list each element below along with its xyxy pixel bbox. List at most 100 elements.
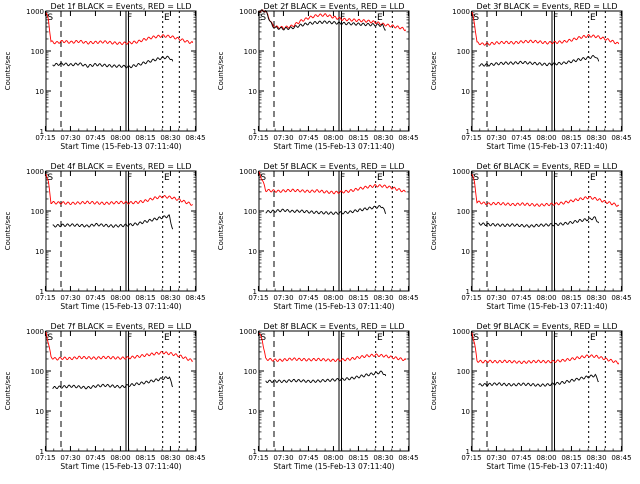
- x-tick-label: 07:30: [60, 294, 80, 302]
- x-tick-label: 08:45: [185, 134, 205, 142]
- x-tick-label: 07:45: [511, 294, 531, 302]
- marker-f-label: F: [553, 173, 558, 183]
- marker-e-label: E: [377, 13, 383, 23]
- y-tick-label: 1000: [26, 8, 44, 16]
- y-axis-label: Counts/sec: [430, 52, 438, 91]
- plot-frame: [45, 10, 197, 132]
- y-tick-label: 1000: [452, 8, 470, 16]
- x-tick-label: 07:15: [248, 454, 268, 462]
- chart-title: Det 6f BLACK = Events, RED = LLD: [476, 162, 617, 171]
- marker-s-label: S: [260, 333, 266, 343]
- x-axis-label: Start Time (15-Feb-13 07:11:40): [486, 142, 607, 151]
- x-tick-label: 07:30: [273, 294, 293, 302]
- detector-panel-4: Det 4f BLACK = Events, RED = LLD 1 10 100 10…: [0, 160, 213, 320]
- x-tick-label: 08:15: [561, 134, 581, 142]
- y-tick-label: 10: [35, 408, 44, 416]
- x-tick-label: 08:00: [110, 134, 130, 142]
- x-tick-label: 08:45: [398, 294, 418, 302]
- x-tick-label: 07:30: [486, 294, 506, 302]
- x-tick-label: 08:00: [110, 294, 130, 302]
- marker-s-label: S: [473, 173, 479, 183]
- y-tick-label: 1000: [452, 328, 470, 336]
- series-lld-line: [471, 173, 620, 207]
- y-axis-label: Counts/sec: [217, 212, 225, 251]
- chart-title: Det 8f BLACK = Events, RED = LLD: [263, 322, 404, 331]
- y-tick-label: 10: [248, 88, 257, 96]
- x-tick-label: 08:00: [323, 294, 343, 302]
- y-axis-label: Counts/sec: [430, 372, 438, 411]
- series-events-line: [265, 370, 387, 384]
- x-tick-label: 07:15: [35, 454, 55, 462]
- y-tick-label: 1: [253, 128, 257, 136]
- series-events-line: [478, 216, 600, 228]
- y-tick-label: 1000: [452, 168, 470, 176]
- series-events-line: [258, 9, 386, 31]
- detector-panel-1: Det 1f BLACK = Events, RED = LLD 1 10 100 10…: [0, 0, 213, 160]
- x-tick-label: 08:45: [185, 454, 205, 462]
- x-tick-label: 07:30: [273, 134, 293, 142]
- x-tick-label: 08:00: [536, 134, 556, 142]
- detector-panel-9: Det 9f BLACK = Events, RED = LLD 1 10 100 10…: [426, 320, 639, 480]
- series-events-line: [52, 55, 174, 69]
- y-tick-label: 1000: [239, 8, 257, 16]
- detector-chart-7: Det 7f BLACK = Events, RED = LLD 1 10 100 10…: [4, 322, 206, 471]
- y-tick-label: 100: [244, 208, 257, 216]
- y-tick-label: 1000: [239, 168, 257, 176]
- x-tick-label: 08:15: [135, 134, 155, 142]
- y-tick-label: 1: [253, 448, 257, 456]
- y-tick-label: 100: [457, 208, 470, 216]
- x-tick-label: 07:45: [511, 454, 531, 462]
- y-tick-label: 100: [31, 48, 44, 56]
- y-axis-label: Counts/sec: [430, 212, 438, 251]
- x-axis-label: Start Time (15-Feb-13 07:11:40): [60, 142, 181, 151]
- detector-panel-5: Det 5f BLACK = Events, RED = LLD 1 10 100 10…: [213, 160, 426, 320]
- marker-e-label: E: [164, 13, 170, 23]
- x-tick-label: 07:30: [60, 454, 80, 462]
- marker-s-label: S: [473, 13, 479, 23]
- x-tick-label: 07:15: [461, 294, 481, 302]
- y-tick-label: 10: [461, 408, 470, 416]
- detector-chart-4: Det 4f BLACK = Events, RED = LLD 1 10 100 10…: [4, 162, 206, 311]
- y-tick-label: 1: [40, 128, 44, 136]
- x-tick-label: 07:45: [85, 454, 105, 462]
- marker-f-label: F: [127, 333, 132, 343]
- marker-f-label: F: [553, 333, 558, 343]
- x-axis-label: Start Time (15-Feb-13 07:11:40): [273, 142, 394, 151]
- series-events-line: [478, 373, 599, 387]
- y-tick-label: 10: [461, 88, 470, 96]
- series-lld-line: [45, 173, 193, 206]
- y-tick-label: 100: [31, 208, 44, 216]
- marker-e-label: E: [590, 173, 596, 183]
- x-tick-label: 08:30: [373, 134, 393, 142]
- detector-panel-3: Det 3f BLACK = Events, RED = LLD 1 10 100 10…: [426, 0, 639, 160]
- chart-title: Det 7f BLACK = Events, RED = LLD: [50, 322, 191, 331]
- y-tick-label: 100: [457, 48, 470, 56]
- series-lld-line: [471, 332, 620, 365]
- detector-panel-8: Det 8f BLACK = Events, RED = LLD 1 10 100 10…: [213, 320, 426, 480]
- y-axis-label: Counts/sec: [4, 372, 12, 411]
- x-tick-label: 07:15: [35, 134, 55, 142]
- detector-chart-8: Det 8f BLACK = Events, RED = LLD 1 10 100 10…: [217, 322, 419, 471]
- x-tick-label: 07:15: [461, 454, 481, 462]
- detector-panel-2: Det 2f BLACK = Events, RED = LLD 1 10 100 10…: [213, 0, 426, 160]
- series-lld-line: [45, 12, 194, 46]
- x-tick-label: 08:30: [160, 134, 180, 142]
- x-tick-label: 08:15: [561, 454, 581, 462]
- y-tick-label: 1: [466, 448, 470, 456]
- detector-chart-9: Det 9f BLACK = Events, RED = LLD 1 10 100 10…: [430, 322, 632, 471]
- series-events-line: [478, 55, 600, 67]
- x-tick-label: 08:45: [398, 134, 418, 142]
- chart-title: Det 4f BLACK = Events, RED = LLD: [50, 162, 191, 171]
- marker-e-label: E: [377, 333, 383, 343]
- x-tick-label: 07:45: [298, 454, 318, 462]
- x-tick-label: 08:30: [160, 454, 180, 462]
- plot-frame: [258, 170, 410, 292]
- detector-chart-1: Det 1f BLACK = Events, RED = LLD 1 10 100 10…: [4, 2, 206, 151]
- chart-title: Det 3f BLACK = Events, RED = LLD: [476, 2, 617, 11]
- series-events-line: [52, 214, 174, 230]
- plot-frame: [471, 170, 623, 292]
- x-axis-label: Start Time (15-Feb-13 07:11:40): [273, 462, 394, 471]
- x-tick-label: 08:00: [323, 454, 343, 462]
- x-tick-label: 07:30: [486, 454, 506, 462]
- marker-e-label: E: [164, 333, 170, 343]
